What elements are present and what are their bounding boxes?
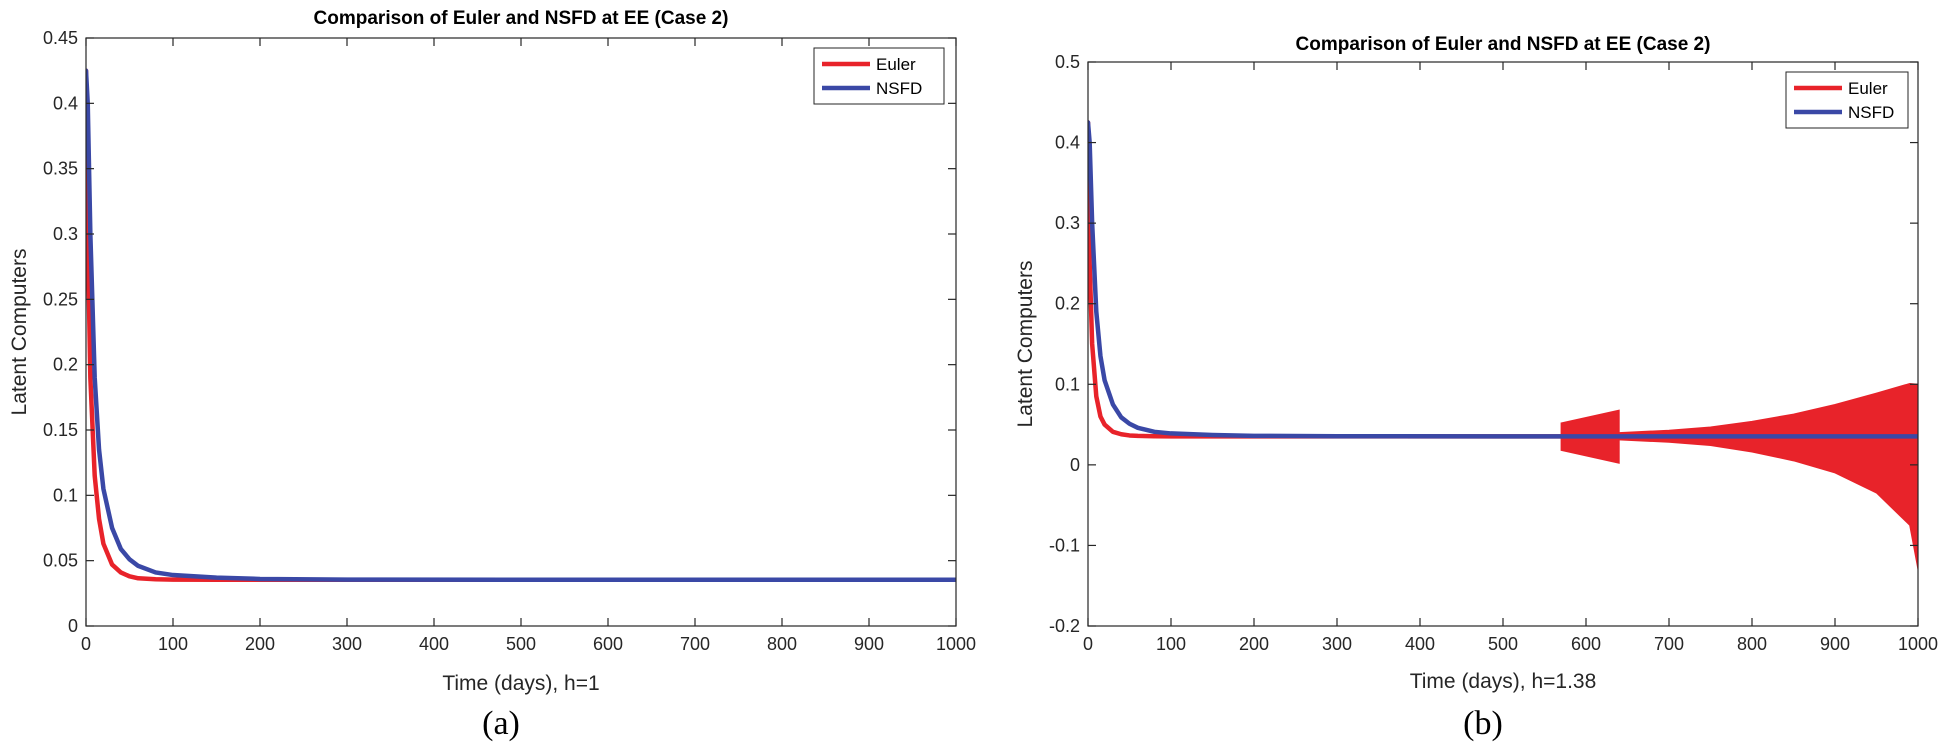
plot-area (1088, 62, 1918, 626)
y-tick-label: -0.1 (1049, 535, 1080, 555)
x-tick-label: 900 (1820, 634, 1850, 654)
x-tick-label: 700 (680, 634, 710, 654)
y-tick-label: 0.2 (53, 355, 78, 375)
chart-a: 0 100 200 300 400 500 600 700 800 900 1000 0 0.05 0.1… (8, 8, 976, 742)
y-tick-label: 0 (1070, 455, 1080, 475)
y-tick-label: 0.5 (1055, 52, 1080, 72)
y-tick-label: 0.35 (43, 159, 78, 179)
y-tick-label: -0.2 (1049, 616, 1080, 636)
panel-label: (a) (482, 705, 520, 742)
y-tick-label: 0.4 (53, 93, 78, 113)
x-tick-label: 0 (1083, 634, 1093, 654)
euler-oscillation-band (1618, 382, 1918, 570)
x-tick-label: 700 (1654, 634, 1684, 654)
x-tick-label: 1000 (936, 634, 976, 654)
x-tick-label: 900 (854, 634, 884, 654)
data-layer (86, 68, 956, 582)
y-tick-label: 0.3 (53, 224, 78, 244)
data-layer (1088, 120, 1918, 570)
x-tick-label: 800 (1737, 634, 1767, 654)
x-tick-label: 400 (419, 634, 449, 654)
x-tick-label: 400 (1405, 634, 1435, 654)
y-tick-label: 0 (68, 616, 78, 636)
series-line-nsfd (86, 68, 956, 582)
y-tick-label: 0.15 (43, 420, 78, 440)
legend: Euler NSFD (813, 47, 945, 105)
x-tick-label: 500 (506, 634, 536, 654)
y-tick-label: 0.2 (1055, 294, 1080, 314)
x-tick-label: 600 (1571, 634, 1601, 654)
x-tick-label: 200 (1239, 634, 1269, 654)
legend-box (813, 47, 945, 105)
x-tick-label: 300 (1322, 634, 1352, 654)
chart-title: Comparison of Euler and NSFD at EE (Case… (314, 8, 729, 29)
x-tick-label: 100 (1156, 634, 1186, 654)
x-axis-label: Time (days), h=1 (442, 672, 599, 695)
x-axis-label: Time (days), h=1.38 (1410, 670, 1597, 693)
y-tick-label: 0.25 (43, 289, 78, 309)
y-tick-label: 0.3 (1055, 213, 1080, 233)
x-tick-label: 100 (158, 634, 188, 654)
x-tick-label: 500 (1488, 634, 1518, 654)
panel-label: (b) (1463, 705, 1503, 742)
y-axis-label: Latent Computers (1014, 261, 1037, 428)
x-tick-label: 1000 (1898, 634, 1938, 654)
legend-label-nsfd: NSFD (1848, 103, 1894, 122)
y-axis-label: Latent Computers (8, 249, 31, 416)
legend-label-nsfd: NSFD (876, 79, 922, 98)
legend-label-euler: Euler (876, 55, 916, 74)
x-tick-label: 0 (81, 634, 91, 654)
y-tick-label: 0.1 (1055, 374, 1080, 394)
plot-area (86, 38, 956, 626)
x-tick-label: 300 (332, 634, 362, 654)
x-tick-label: 600 (593, 634, 623, 654)
y-tick-label: 0.4 (1055, 133, 1080, 153)
y-tick-label: 0.1 (53, 485, 78, 505)
chart-b: 0 100 200 300 400 500 600 700 800 900 1000 -0.2 -0.1… (1014, 34, 1938, 742)
chart-title: Comparison of Euler and NSFD at EE (Case… (1296, 34, 1711, 55)
x-tick-label: 800 (767, 634, 797, 654)
legend-label-euler: Euler (1848, 79, 1888, 98)
legend: Euler NSFD (1785, 71, 1909, 129)
series-line-nsfd (1088, 120, 1918, 439)
x-tick-label: 200 (245, 634, 275, 654)
y-tick-label: 0.05 (43, 551, 78, 571)
legend-box (1785, 71, 1909, 129)
y-tick-label: 0.45 (43, 28, 78, 48)
